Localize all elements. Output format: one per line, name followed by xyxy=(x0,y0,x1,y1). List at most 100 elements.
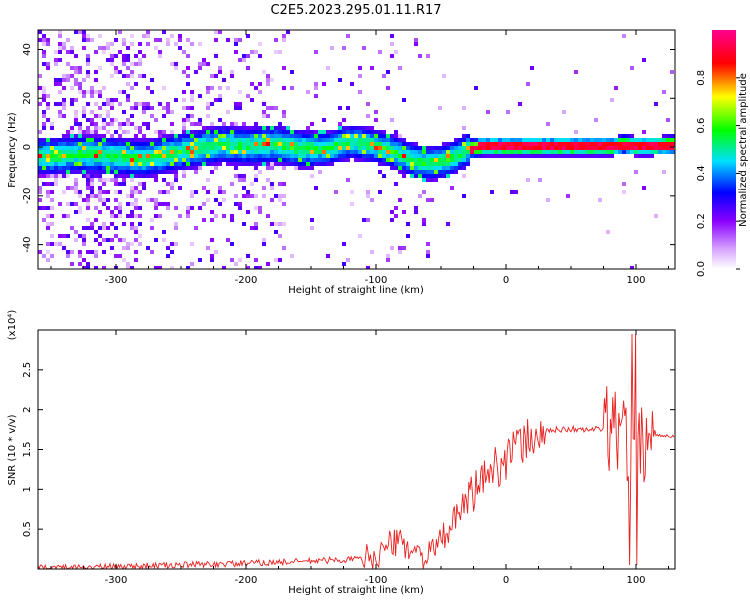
spectrogram-cell xyxy=(154,214,158,218)
snr-x-tick-label: -300 xyxy=(105,575,128,586)
spectrogram-cell xyxy=(58,46,62,50)
spectrogram-cell xyxy=(514,154,518,158)
spectrogram-cell xyxy=(198,66,202,70)
spectrogram-cell xyxy=(558,150,562,154)
spectrogram-cell xyxy=(206,106,210,110)
spectrogram-cell xyxy=(298,150,302,154)
spectrogram-cell xyxy=(294,146,298,150)
spectrogram-cell xyxy=(254,266,258,269)
spectrogram-cell xyxy=(222,154,226,158)
spectrogram-cell xyxy=(82,38,86,42)
spectrogram-cell xyxy=(242,54,246,58)
spectrogram-cell xyxy=(366,146,370,150)
spectrogram-cell xyxy=(166,158,170,162)
spectrogram-cell xyxy=(338,134,342,138)
spectrogram-cell xyxy=(138,190,142,194)
spectrogram-cell xyxy=(58,150,62,154)
spectrogram-cell xyxy=(322,142,326,146)
spectrogram-cell xyxy=(174,170,178,174)
spectrogram-cell xyxy=(186,158,190,162)
spectrogram-cell xyxy=(182,162,186,166)
spectrogram-cell xyxy=(618,146,622,150)
spectrogram-cell xyxy=(490,150,494,154)
spectrogram-cell xyxy=(222,158,226,162)
spectrogram-cell xyxy=(150,174,154,178)
spectrogram-cell xyxy=(210,126,214,130)
spectrogram-cell xyxy=(438,166,442,170)
spectrogram-cell xyxy=(134,162,138,166)
spectrogram-cell xyxy=(98,174,102,178)
spectrogram-cell xyxy=(606,230,610,234)
spectrogram-cell xyxy=(78,154,82,158)
spectrogram-cell xyxy=(70,66,74,70)
spectrogram-cell xyxy=(134,146,138,150)
spectrogram-cell xyxy=(274,258,278,262)
spectrogram-cell xyxy=(42,42,46,46)
spectrogram-cell xyxy=(642,150,646,154)
spectrogram-cell xyxy=(326,138,330,142)
spectrogram-cell xyxy=(258,54,262,58)
spectrogram-cell xyxy=(298,134,302,138)
spectrogram-cell xyxy=(62,106,66,110)
spectrogram-cell xyxy=(126,162,130,166)
spectrogram-cell xyxy=(434,154,438,158)
spectrogram-cell xyxy=(114,214,118,218)
spectrogram-cell xyxy=(194,134,198,138)
spectrogram-y-tick-label: -20 xyxy=(22,188,33,204)
spectrogram-cell xyxy=(66,170,70,174)
spectrogram-cell xyxy=(58,234,62,238)
spectrogram-cell xyxy=(622,34,626,38)
spectrogram-cell xyxy=(418,154,422,158)
spectrogram-cell xyxy=(346,130,350,134)
spectrogram-cell xyxy=(258,162,262,166)
spectrogram-cell xyxy=(166,142,170,146)
spectrogram-cell xyxy=(386,70,390,74)
spectrogram-cell xyxy=(402,142,406,146)
spectrogram-cell xyxy=(54,182,58,186)
spectrogram-cell xyxy=(198,166,202,170)
spectrogram-cell xyxy=(70,226,74,230)
spectrogram-cell xyxy=(90,94,94,98)
spectrogram-cell xyxy=(490,138,494,142)
spectrogram-cell xyxy=(550,142,554,146)
spectrogram-cell xyxy=(126,242,130,246)
spectrogram-cell xyxy=(458,158,462,162)
spectrogram-cell xyxy=(98,234,102,238)
spectrogram-cell xyxy=(226,142,230,146)
spectrogram-cell xyxy=(94,102,98,106)
spectrogram-cell xyxy=(214,146,218,150)
spectrogram-cell xyxy=(210,210,214,214)
spectrogram-cell xyxy=(110,154,114,158)
spectrogram-cell xyxy=(626,138,630,142)
spectrogram-cell xyxy=(434,170,438,174)
spectrogram-cell xyxy=(458,138,462,142)
spectrogram-cell xyxy=(366,266,370,269)
spectrogram-cell xyxy=(46,194,50,198)
spectrogram-cell xyxy=(358,150,362,154)
spectrogram-cell xyxy=(142,146,146,150)
spectrogram-cell xyxy=(74,78,78,82)
spectrogram-cell xyxy=(554,142,558,146)
spectrogram-cell xyxy=(86,58,90,62)
spectrogram-cell xyxy=(170,242,174,246)
spectrogram-cell xyxy=(198,138,202,142)
spectrogram-cell xyxy=(50,174,54,178)
spectrogram-cell xyxy=(170,186,174,190)
spectrogram-cell xyxy=(214,166,218,170)
spectrogram-cell xyxy=(78,262,82,266)
spectrogram-cell xyxy=(138,158,142,162)
spectrogram-cell xyxy=(110,170,114,174)
spectrogram-cell xyxy=(162,86,166,90)
spectrogram-cell xyxy=(50,182,54,186)
spectrogram-cell xyxy=(126,262,130,266)
spectrogram-cell xyxy=(42,94,46,98)
spectrogram-cell xyxy=(226,154,230,158)
spectrogram-cell xyxy=(66,138,70,142)
spectrogram-cell xyxy=(234,142,238,146)
spectrogram-cell xyxy=(234,158,238,162)
spectrogram-cell xyxy=(402,154,406,158)
spectrogram-cell xyxy=(210,102,214,106)
spectrogram-cell xyxy=(130,174,134,178)
spectrogram-cell xyxy=(282,86,286,90)
spectrogram-cell xyxy=(262,186,266,190)
